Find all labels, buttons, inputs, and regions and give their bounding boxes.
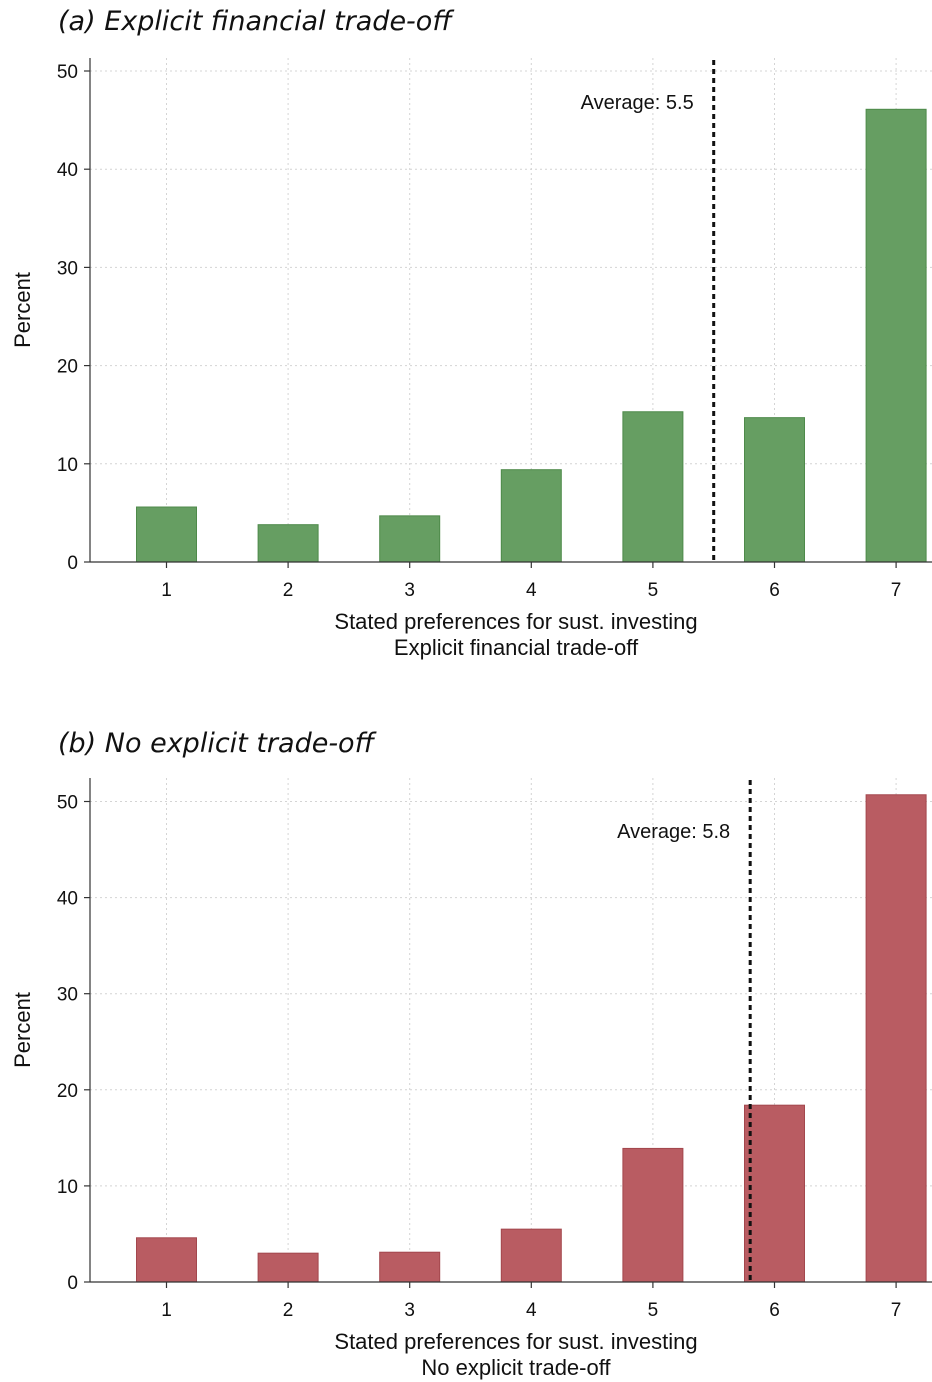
panel-b-title: (b) No explicit trade-off [58,728,375,759]
average-label: Average: 5.5 [581,92,694,114]
bar-2 [257,524,319,563]
x-tick-label: 1 [161,580,172,601]
x-axis-subtitle: Explicit financial trade-off [394,635,639,660]
bar-7 [865,794,927,1283]
x-tick-label: 2 [283,580,294,601]
bar-6 [744,1104,805,1283]
bar-5 [622,1147,684,1283]
y-tick-label: 0 [67,1273,78,1294]
panel-a-title: (a) Explicit financial trade-off [58,6,452,37]
bar-2 [257,1252,319,1283]
y-tick-label: 20 [57,1081,78,1102]
x-tick-label: 5 [648,580,659,601]
y-tick-label: 0 [67,553,78,574]
x-tick-label: 7 [891,580,902,601]
chart-a: 0 10 20 30 40 50 1 2 3 4 5 6 7 Stated preferences for… [10,58,932,660]
x-tick-label: 7 [891,1300,902,1321]
y-tick-label: 30 [57,985,78,1006]
chart-b: 0 10 20 30 40 50 1 2 3 4 5 6 7 Stated preferences for… [10,778,932,1380]
average-label: Average: 5.8 [617,821,730,843]
x-tick-label: 6 [769,580,780,601]
x-tick-label: 4 [526,1300,537,1321]
x-axis-subtitle: No explicit trade-off [421,1355,611,1380]
y-tick-label: 40 [57,889,78,910]
bar-1 [136,1237,197,1283]
x-axis-title: Stated preferences for sust. investing [334,1329,697,1354]
bar-3 [379,515,441,563]
y-tick-label: 40 [57,160,78,181]
x-tick-label: 3 [404,580,415,601]
x-tick-label: 2 [283,1300,294,1321]
x-tick-label: 4 [526,580,537,601]
bar-4 [500,469,562,563]
x-tick-label: 5 [648,1300,659,1321]
bar-6 [744,417,805,563]
x-tick-label: 3 [404,1300,415,1321]
y-axis-title: Percent [10,992,35,1068]
bar-7 [865,108,927,563]
y-tick-label: 50 [57,793,78,814]
x-tick-label: 6 [769,1300,780,1321]
panel-a: (a) Explicit financial trade-off 0 10 20 30… [10,6,932,660]
y-tick-label: 20 [57,357,78,378]
bar-4 [500,1228,562,1283]
x-axis-title: Stated preferences for sust. investing [334,609,697,634]
y-tick-label: 10 [57,1177,78,1198]
bar-5 [622,411,684,563]
panel-b: (b) No explicit trade-off 0 10 20 30 40 50 1 2 3… [0,720,932,1382]
y-tick-label: 10 [57,455,78,476]
x-tick-label: 1 [161,1300,172,1321]
y-tick-label: 30 [57,258,78,279]
bar-3 [379,1251,441,1283]
y-axis-title: Percent [10,272,35,348]
bar-1 [136,506,197,563]
y-tick-label: 50 [57,62,78,83]
